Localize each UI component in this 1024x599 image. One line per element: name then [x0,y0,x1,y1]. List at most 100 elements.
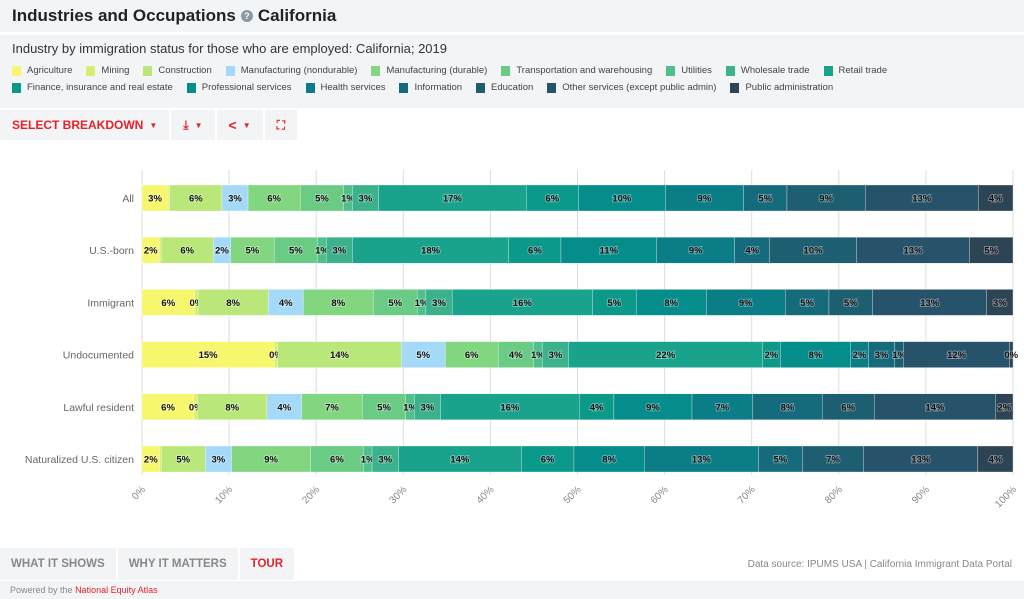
category-label: Lawful resident [63,402,134,414]
bar-segment [303,289,374,316]
data-label: 3% [421,402,435,413]
data-label: 22% [656,350,676,361]
data-label: 6% [465,350,479,361]
data-label: 7% [325,402,339,413]
select-breakdown-button[interactable]: SELECT BREAKDOWN ▼ [0,110,170,140]
bar-segment [758,445,803,473]
legend-label: Professional services [201,82,292,93]
data-label: 2% [997,402,1011,413]
data-label: 3% [993,298,1007,309]
data-label: 4% [279,298,293,309]
legend-item[interactable]: Transportation and warehousing [501,65,652,76]
legend-item[interactable]: Utilities [666,65,712,76]
legend-item[interactable]: Other services (except public admin) [547,82,716,93]
legend-label: Public administration [745,82,834,93]
data-label: 6% [841,402,855,413]
x-tick-label: 40% [475,484,497,506]
x-tick-label: 10% [213,484,235,506]
bar-segment [445,341,499,368]
data-label: 5% [377,402,391,413]
legend-item[interactable]: Finance, insurance and real estate [12,82,173,93]
bar-segment [169,184,223,212]
bar-segment [743,184,788,212]
bar-segment [378,184,527,212]
legend-swatch [547,82,557,93]
legend-item[interactable]: Construction [143,65,212,76]
legend-item[interactable]: Manufacturing (durable) [371,65,487,76]
data-label: 9% [646,402,660,413]
bar-segment [986,289,1014,316]
legend-item[interactable]: Health services [305,82,386,93]
legend-label: Utilities [681,65,712,76]
tab-tour[interactable]: TOUR [239,548,295,580]
bar-segment [352,184,379,212]
data-label: 8% [781,402,795,413]
legend-label: Health services [320,82,386,93]
chart-header-panel: Industry by immigration status for those… [0,35,1024,108]
bar-segment [425,289,453,316]
caret-down-icon: ▼ [194,120,203,130]
legend-swatch [12,65,21,76]
legend-item[interactable]: Public administration [730,82,833,93]
bar-segment [856,237,970,264]
legend-item[interactable]: Professional services [186,82,292,93]
data-label: 14% [450,455,470,466]
bar-segment [579,393,615,420]
bar-segment [568,341,763,368]
bar-segment [141,289,195,316]
legend-item[interactable]: Mining [86,65,129,76]
category-label: Undocumented [63,350,134,362]
category-label: Immigrant [87,297,134,309]
title-bar: Industries and Occupations ? California [0,0,1024,32]
data-label: 9% [689,246,703,257]
bar-segment [440,393,580,420]
data-label: 5% [315,194,329,205]
data-label: 15% [199,350,219,361]
bar-segment [221,184,249,212]
bar-segment [141,341,275,368]
legend-item[interactable]: Manufacturing (nondurable) [225,65,358,76]
footer-text: Powered by the [10,585,73,595]
data-label: 5% [984,246,998,257]
bar-segment [362,393,406,420]
bar-segment [141,393,195,420]
legend-label: Manufacturing (nondurable) [240,65,358,76]
legend-item[interactable]: Retail trade [823,65,887,76]
share-button[interactable]: < ▼ [216,110,263,140]
legend-label: Education [491,82,534,93]
legend-item[interactable]: Information [399,82,462,93]
bar-segment [508,237,562,264]
data-label: 6% [541,455,555,466]
help-icon[interactable]: ? [240,10,253,22]
bar-segment [769,237,857,264]
bar-segment [401,341,446,368]
legend-item[interactable]: Agriculture [12,65,72,76]
bar-segment [141,184,169,212]
stacked-bar-chart: 0% 10% 20% 30% 40% 50% 60% 70% 80% 90% 100% All 3% 6%… [25,170,1020,510]
data-label: 0% [1004,350,1018,361]
download-button[interactable]: ⤓ ▼ [171,110,215,140]
legend-swatch [305,82,315,93]
data-label: 4% [509,350,523,361]
tab-what-it-shows[interactable]: WHAT IT SHOWS [0,548,116,580]
bar-segment [167,184,170,212]
legend-label: Finance, insurance and real estate [27,82,173,93]
legend-item[interactable]: Wholesale trade [725,65,810,76]
data-label: 2% [215,246,229,257]
bar-segment [159,445,162,473]
national-equity-atlas-link[interactable]: National Equity Atlas [75,585,158,595]
data-label: 2% [144,246,158,257]
tab-why-it-matters[interactable]: WHY IT MATTERS [117,548,238,580]
legend-swatch [823,65,833,76]
legend-label: Wholesale trade [740,65,810,76]
bar-segment [526,184,579,212]
fullscreen-button[interactable]: ⛶ [264,110,298,140]
data-label: 3% [432,298,446,309]
data-label: 5% [388,298,402,309]
legend-item[interactable]: Education [476,82,533,93]
data-label: 2% [853,350,867,361]
data-label: 16% [513,298,533,309]
bar-segment [969,237,1014,264]
data-label: 9% [264,455,278,466]
footer: Powered by the National Equity Atlas [0,581,1024,599]
